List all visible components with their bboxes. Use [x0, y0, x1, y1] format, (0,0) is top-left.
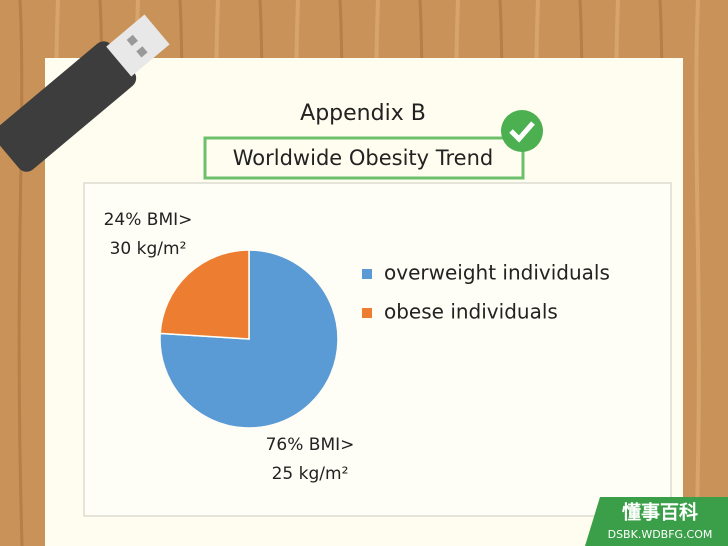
data-label: 25 kg/m² — [272, 464, 349, 484]
legend-swatch — [362, 308, 372, 318]
subtitle-box — [203, 136, 525, 180]
usb-drive — [0, 14, 170, 172]
watermark: 懂事百科 DSBK.WDBFG.COM — [585, 497, 728, 546]
watermark-name: 懂事百科 — [622, 501, 698, 524]
legend-label: obese individuals — [384, 300, 558, 324]
subtitle: Worldwide Obesity Trend — [233, 146, 493, 170]
pie-chart: 76% BMI> 25 kg/m² 24% BMI> 30 kg/m² overweig… — [104, 210, 610, 484]
watermark-url: DSBK.WDBFG.COM — [608, 528, 713, 541]
legend-label: overweight individuals — [384, 261, 610, 285]
data-label: 76% BMI> — [266, 435, 355, 455]
check-icon — [501, 110, 543, 152]
pie-slice — [159, 249, 250, 340]
legend-swatch — [362, 269, 372, 279]
title: Appendix B — [300, 101, 426, 126]
data-label: 24% BMI> — [104, 210, 193, 230]
data-label: 30 kg/m² — [110, 239, 187, 259]
